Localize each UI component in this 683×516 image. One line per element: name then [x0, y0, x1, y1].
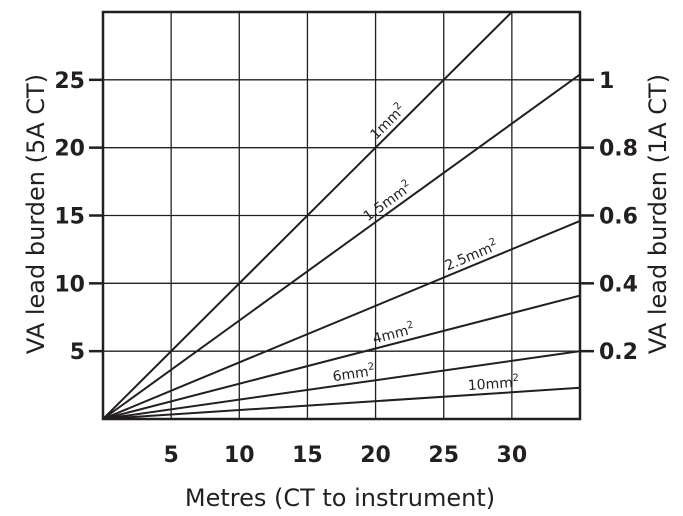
series-label-superscript: 2 [406, 319, 415, 331]
y-right-tick-label: 0.4 [599, 272, 638, 297]
series-label: 1.5mm2 [359, 178, 415, 225]
series-label-superscript: 2 [367, 361, 375, 373]
y-left-tick-label: 5 [70, 340, 85, 365]
y-left-tick-label: 10 [54, 272, 85, 297]
grid-lines [103, 12, 580, 419]
series-label-name: 1.5mm [361, 183, 411, 225]
x-tick-labels: 5 10 15 20 25 30 [163, 443, 527, 468]
series-lines [102, 11, 581, 420]
y-left-tick-labels: 5 10 15 20 25 [54, 69, 103, 365]
series-label: 10mm2 [467, 373, 520, 394]
y-left-tick-label: 15 [54, 205, 85, 230]
series-line [102, 350, 581, 420]
y-left-axis-title: VA lead burden (5A CT) [22, 74, 50, 354]
x-tick-label: 25 [428, 443, 459, 468]
series-line [102, 219, 581, 420]
y-left-tick-label: 25 [54, 69, 85, 94]
series-label-superscript: 2 [512, 373, 519, 384]
series-label-text: 1.5mm2 [359, 178, 415, 225]
x-tick-label: 20 [360, 443, 391, 468]
series-label-superscript: 2 [400, 178, 412, 191]
series-label-name: 2.5mm [443, 241, 495, 275]
x-tick-label: 15 [292, 443, 323, 468]
y-right-tick-label: 0.8 [599, 137, 638, 162]
series-label-name: 6mm [332, 364, 370, 385]
series-label: 2.5mm2 [442, 236, 501, 274]
series-line [102, 11, 513, 420]
x-tick-label: 10 [224, 443, 255, 468]
series-line [102, 73, 581, 420]
y-right-axis-title: VA lead burden (1A CT) [644, 74, 672, 354]
series-label-text: 10mm2 [467, 373, 520, 394]
series-label-superscript: 2 [488, 236, 498, 249]
y-left-tick-label: 20 [54, 137, 85, 162]
x-axis-title: Metres (CT to instrument) [185, 484, 495, 512]
y-right-tick-label: 0.2 [599, 340, 638, 365]
y-right-tick-label: 1 [599, 69, 614, 94]
series-label: 6mm2 [331, 361, 376, 385]
y-right-tick-label: 0.6 [599, 205, 638, 230]
series-line [102, 294, 581, 420]
series-label-name: 10mm [467, 375, 513, 394]
x-tick-label: 30 [497, 443, 528, 468]
series-line [102, 386, 581, 420]
x-tick-label: 5 [163, 443, 178, 468]
y-right-tick-labels: 0.2 0.4 0.6 0.8 1 [580, 69, 638, 365]
series-label-text: 6mm2 [331, 361, 376, 385]
series-label-text: 2.5mm2 [442, 236, 501, 274]
